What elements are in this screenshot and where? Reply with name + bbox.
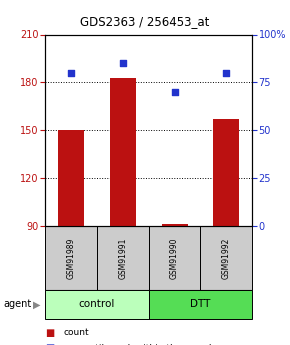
Bar (110, 78, 136, 226)
Text: GDS2363 / 256453_at: GDS2363 / 256453_at (80, 16, 210, 29)
Point (120, 60, 125, 66)
Text: GSM91989: GSM91989 (66, 237, 75, 278)
Bar (148, 290, 252, 319)
Text: ■: ■ (45, 328, 54, 338)
Text: GSM91991: GSM91991 (118, 237, 127, 278)
Bar (97, 226, 148, 290)
Point (68, 70, 73, 76)
Bar (162, 224, 188, 226)
Text: ■: ■ (45, 344, 54, 345)
Text: agent: agent (3, 299, 31, 309)
Text: DTT: DTT (190, 299, 211, 309)
Bar (45, 290, 148, 319)
Bar (148, 226, 200, 290)
Text: count: count (64, 328, 89, 337)
Text: control: control (79, 299, 115, 309)
Point (172, 89, 177, 95)
Text: ▶: ▶ (33, 299, 41, 309)
Bar (213, 119, 239, 226)
Bar (58, 130, 84, 226)
Bar (45, 226, 97, 290)
Text: percentile rank within the sample: percentile rank within the sample (64, 344, 217, 345)
Text: GSM91992: GSM91992 (222, 237, 231, 278)
Text: GSM91990: GSM91990 (170, 237, 179, 279)
Bar (200, 226, 252, 290)
Point (224, 70, 229, 76)
